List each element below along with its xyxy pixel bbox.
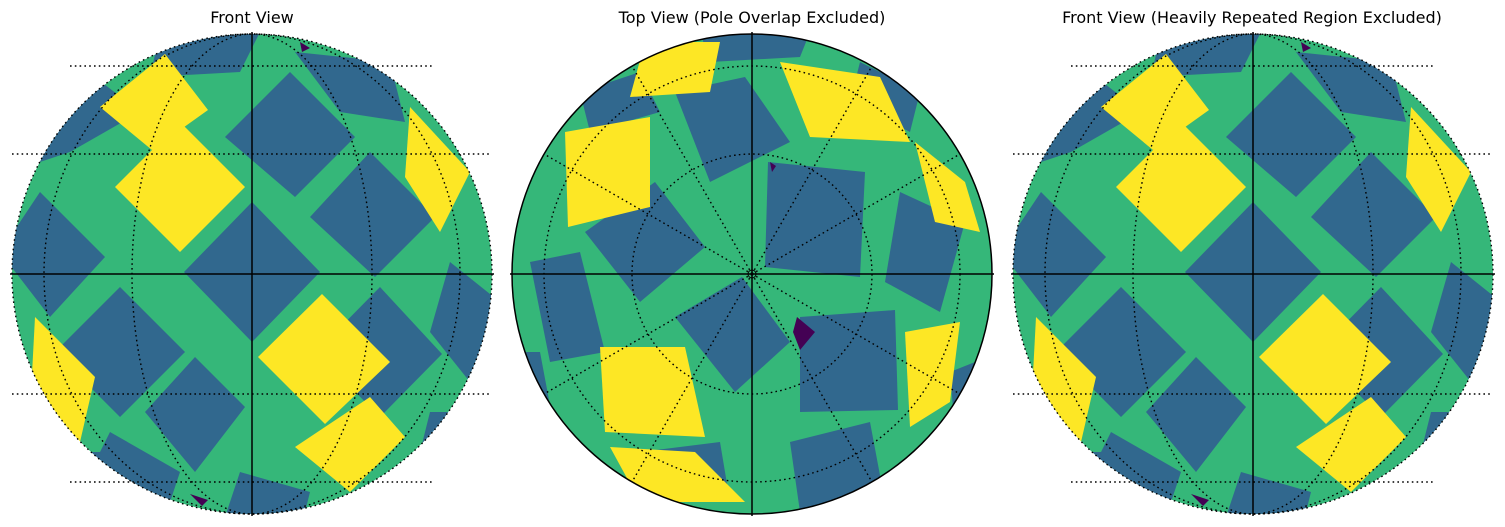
globe-front-view-excluded [1011, 32, 1495, 516]
tile-yellow [1406, 107, 1471, 232]
tile-blue [225, 72, 355, 197]
tile-blue [800, 310, 898, 412]
tile-blue [530, 252, 605, 362]
tile-blue [1311, 152, 1436, 277]
tile-yellow [1101, 54, 1209, 150]
tile-blue [765, 162, 865, 277]
globe-front-view [10, 32, 494, 516]
globe-outline [1012, 33, 1494, 515]
tile-blue [220, 472, 310, 514]
tile-blue [675, 277, 790, 392]
tile-purple [1301, 42, 1311, 52]
panel-title-front-view: Front View [210, 8, 294, 27]
tile-yellow [915, 142, 980, 232]
panel-title-front-view-excluded: Front View (Heavily Repeated Region Excl… [1062, 8, 1442, 27]
tile-yellow [100, 54, 208, 150]
tile-blue [1221, 472, 1311, 514]
globe-top-view [510, 32, 994, 516]
tile-yellow [1259, 294, 1391, 424]
tile-blue [430, 262, 492, 382]
tile-blue [12, 192, 105, 317]
globe-outline [511, 33, 993, 515]
tile-blue [145, 357, 245, 472]
tile-yellow [600, 347, 705, 437]
tile-yellow [258, 294, 390, 424]
globe-outline [11, 33, 493, 515]
tile-yellow [780, 62, 910, 142]
tile-blue [1226, 72, 1356, 197]
axes-lines [510, 32, 994, 516]
tile-yellow [565, 117, 650, 227]
tile-blue [675, 77, 790, 182]
axes-lines [1011, 32, 1495, 516]
tile-yellow [405, 107, 470, 232]
tile-blue [310, 152, 435, 277]
tile-purple [770, 162, 776, 172]
axes-lines [10, 32, 494, 516]
panel-title-top-view: Top View (Pole Overlap Excluded) [618, 8, 886, 27]
tile-yellow [905, 322, 960, 427]
tile-blue [1013, 192, 1106, 317]
tile-blue [1146, 357, 1246, 472]
tile-layer [512, 34, 992, 512]
tile-blue [1431, 262, 1493, 382]
tile-yellow [630, 42, 720, 97]
tile-purple [793, 317, 815, 350]
pole-marker [747, 269, 757, 279]
tile-purple [190, 494, 208, 506]
tile-blue [700, 34, 810, 62]
tile-purple [1191, 494, 1209, 506]
tile-purple [300, 42, 310, 52]
